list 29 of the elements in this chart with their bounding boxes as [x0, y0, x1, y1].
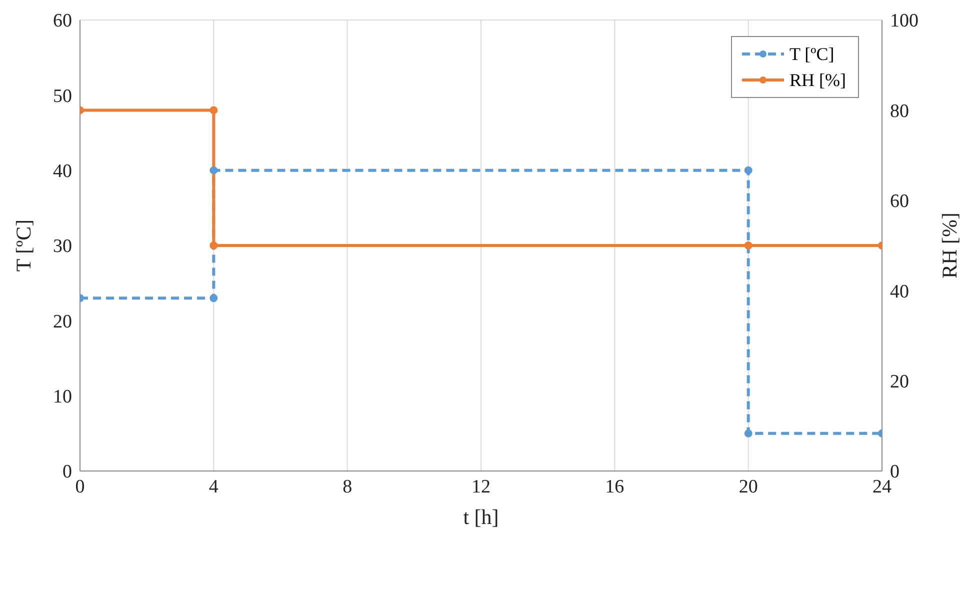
y2-tick-label: 100 — [890, 10, 918, 32]
x-axis-title: t [h] — [463, 505, 499, 529]
y-tick-label: 40 — [53, 161, 72, 182]
x-tick-label: 24 — [872, 476, 892, 498]
y-tick-label: 50 — [53, 86, 72, 107]
point — [210, 294, 218, 302]
y2-axis-title: RH [%] — [937, 212, 962, 278]
x-tick-label: 0 — [75, 476, 85, 498]
legend-label: RH [%] — [790, 70, 846, 90]
y-tick-label: 0 — [62, 462, 72, 483]
point — [744, 429, 752, 438]
x-tick-label: 20 — [738, 476, 758, 498]
legend-label: T [ºC] — [790, 44, 834, 64]
y2-tick-label: 0 — [890, 462, 900, 483]
point — [744, 166, 752, 174]
x-tick-label: 8 — [342, 476, 352, 498]
y-axis-title: T [ºC] — [11, 219, 36, 272]
y-tick-label: 60 — [53, 10, 72, 32]
y2-tick-label: 20 — [890, 372, 909, 393]
y2-tick-label: 60 — [890, 191, 909, 212]
y2-tick-label: 40 — [890, 281, 909, 302]
point — [210, 166, 218, 174]
x-tick-label: 4 — [208, 476, 219, 498]
x-tick-label: 12 — [472, 476, 490, 498]
y-tick-label: 30 — [53, 236, 72, 258]
y-tick-label: 10 — [53, 386, 72, 408]
y-tick-label: 20 — [53, 311, 72, 332]
y2-tick-label: 80 — [890, 100, 909, 122]
x-tick-label: 16 — [605, 476, 624, 498]
